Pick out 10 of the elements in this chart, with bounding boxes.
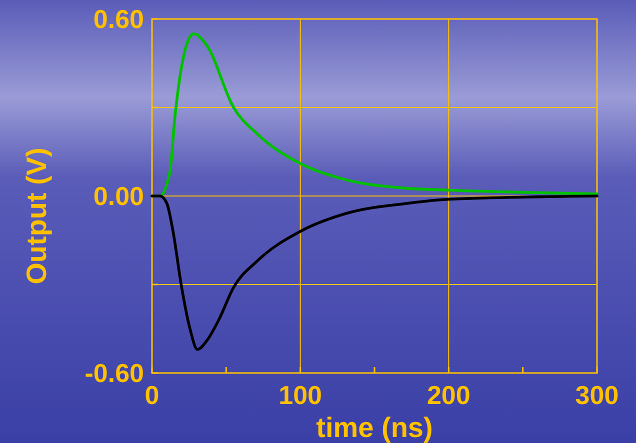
y-tick-label: -0.60 xyxy=(84,358,144,388)
x-tick-label: 200 xyxy=(426,380,470,410)
y-tick-label: 0.00 xyxy=(93,181,144,211)
line-series xyxy=(150,194,598,351)
y-tick-label: 0.60 xyxy=(93,4,144,34)
y-axis-title: Output (V) xyxy=(21,148,52,284)
x-axis-title: time (ns) xyxy=(316,412,433,443)
x-tick-label: 300 xyxy=(575,380,619,410)
x-tick-label: 100 xyxy=(278,380,322,410)
x-tick-label: 0 xyxy=(144,380,160,410)
